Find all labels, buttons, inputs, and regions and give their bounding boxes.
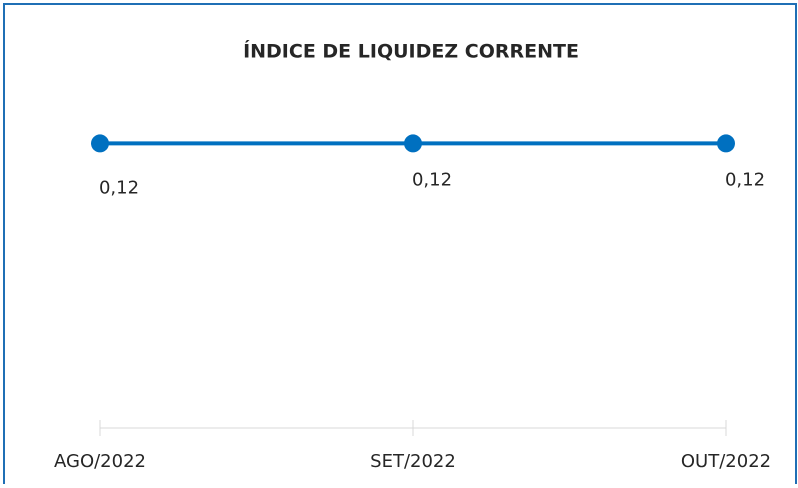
marker — [717, 134, 735, 153]
data-label: 0,12 — [99, 177, 139, 198]
marker — [404, 134, 422, 153]
x-tick-label: SET/2022 — [370, 451, 456, 472]
chart-title: ÍNDICE DE LIQUIDEZ CORRENTE — [243, 40, 579, 63]
marker — [91, 134, 109, 153]
x-tick-label: AGO/2022 — [54, 451, 146, 472]
x-tick-label: OUT/2022 — [681, 451, 771, 472]
data-label: 0,12 — [412, 169, 452, 190]
data-label: 0,12 — [725, 169, 765, 190]
chart-frame — [3, 3, 797, 488]
